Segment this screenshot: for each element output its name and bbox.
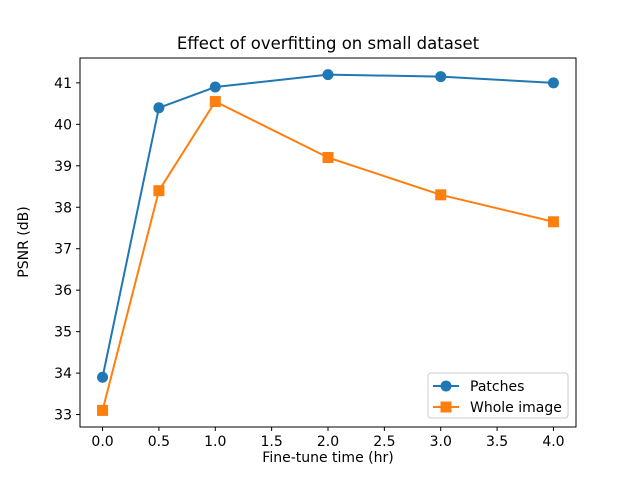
legend-label: Whole image xyxy=(470,400,562,416)
data-point-circle xyxy=(97,371,109,383)
x-axis-label: Fine-tune time (hr) xyxy=(262,450,393,466)
x-tick-label: 3.5 xyxy=(486,434,508,450)
y-tick-label: 38 xyxy=(54,200,72,216)
data-point-square xyxy=(547,216,559,228)
legend-box xyxy=(427,372,569,419)
y-tick-label: 40 xyxy=(54,117,72,133)
x-tick-label: 2.5 xyxy=(373,434,395,450)
y-tick-label: 35 xyxy=(54,325,72,341)
legend: Patches Whole image xyxy=(427,372,569,419)
chart-title: Effect of overfitting on small dataset xyxy=(177,34,480,53)
x-tick-label: 0.0 xyxy=(91,434,113,450)
y-axis-label: PSNR (dB) xyxy=(16,206,32,277)
series-group xyxy=(97,69,559,416)
data-point-circle xyxy=(435,71,447,83)
legend-marker-square xyxy=(440,401,452,413)
y-tick-label: 34 xyxy=(54,366,72,382)
y-tick-label: 37 xyxy=(54,242,72,258)
x-tick-label: 2.0 xyxy=(317,434,339,450)
y-tick-label: 39 xyxy=(54,159,72,175)
y-axis-ticks: 33 34 35 36 37 38 39 40 41 xyxy=(54,76,80,424)
series-line-circle xyxy=(101,73,554,378)
legend-label: Patches xyxy=(470,379,524,395)
y-tick-label: 36 xyxy=(54,283,72,299)
x-tick-label: 1.5 xyxy=(261,434,283,450)
legend-marker-circle xyxy=(440,380,452,392)
x-tick-label: 4.0 xyxy=(542,434,564,450)
data-point-square xyxy=(97,404,109,416)
y-tick-label: 41 xyxy=(54,76,72,92)
data-point-circle xyxy=(209,81,221,93)
data-point-circle xyxy=(153,102,165,114)
data-point-square xyxy=(209,96,221,108)
axes-spines xyxy=(79,57,577,428)
data-point-square xyxy=(322,152,334,164)
x-tick-label: 0.5 xyxy=(148,434,170,450)
x-tick-label: 1.0 xyxy=(204,434,226,450)
plot-area xyxy=(80,58,576,427)
data-point-circle xyxy=(322,69,334,81)
x-axis-ticks: 0.0 0.5 1.0 1.5 2.0 2.5 3.0 3.5 4.0 xyxy=(91,427,565,450)
series-line-square xyxy=(101,100,554,411)
y-tick-label: 33 xyxy=(54,408,72,424)
data-point-square xyxy=(153,185,165,197)
x-tick-label: 3.0 xyxy=(430,434,452,450)
data-point-square xyxy=(435,189,447,201)
data-point-circle xyxy=(547,77,559,89)
